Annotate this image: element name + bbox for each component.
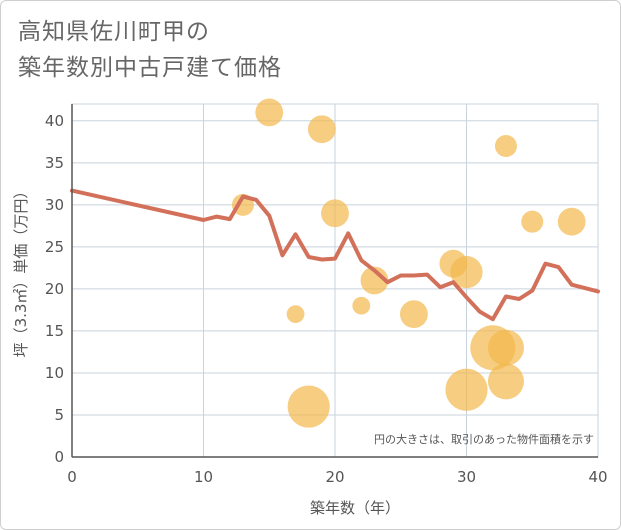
y-tick-label: 5 [54,406,64,424]
y-tick-label: 25 [45,238,64,256]
x-tick-label: 30 [457,468,476,486]
data-bubble [321,199,349,228]
y-tick-label: 30 [45,196,64,214]
x-tick-label: 0 [67,468,77,486]
data-bubble [352,296,371,315]
price-trend-line [70,188,600,322]
x-axis-title: 築年数（年） [310,499,400,517]
bubble-size-note: 円の大きさは、取引のあった物件面積を示す [374,432,594,446]
chart-title: 高知県佐川町甲の 築年数別中古戸建て価格 [18,14,282,86]
data-bubble [450,255,483,289]
data-bubble [307,115,336,144]
data-bubble [360,266,389,295]
x-tick-label: 20 [325,468,344,486]
data-bubble [400,300,428,329]
y-tick-label: 40 [45,112,64,130]
x-tick-label: 10 [194,468,213,486]
chart-title-line-1: 高知県佐川町甲の [18,19,210,45]
y-axis-title: 坪（3.3㎡）単価（万円） [12,184,30,358]
data-bubble [287,385,330,428]
data-bubble [286,305,305,324]
x-tick-label: 40 [588,468,607,486]
chart-title-line-2: 築年数別中古戸建て価格 [18,55,282,81]
data-bubble [494,135,517,158]
y-tick-label: 35 [45,154,64,172]
y-tick-label: 10 [45,364,64,382]
y-tick-label: 20 [45,280,64,298]
data-bubble [521,210,544,233]
y-tick-label: 0 [54,448,64,466]
data-bubble [487,363,524,400]
data-bubble [557,207,586,236]
data-bubble [487,329,524,366]
data-bubble [445,368,488,411]
data-bubble [255,98,284,127]
y-tick-label: 15 [45,322,64,340]
